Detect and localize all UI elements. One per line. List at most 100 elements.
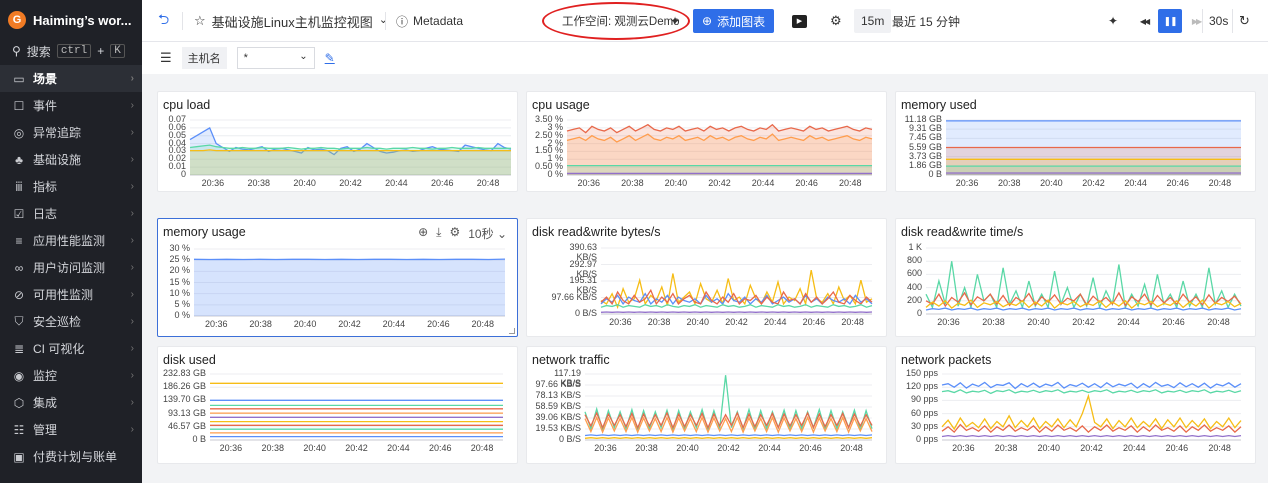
time-pin-icon[interactable]: ✦	[1108, 14, 1119, 28]
chart-plot-area[interactable]	[210, 373, 503, 441]
zoom-icon[interactable]: ⊕	[418, 225, 429, 239]
chart-plot-area[interactable]	[189, 119, 512, 176]
panel-memory-used[interactable]: memory used 11.18 GB 9.31 GB 7.45 GB 5.59 GB…	[895, 91, 1256, 192]
y-tick-label: 10 %	[169, 287, 190, 298]
download-icon[interactable]: ⤓	[436, 225, 442, 239]
panel-disk-rw-time[interactable]: disk read&write time/s 1 K 800 600 400 200 0 20…	[895, 218, 1256, 337]
refresh-interval[interactable]: 30s	[1202, 9, 1228, 33]
pause-button[interactable]: ❚❚	[1158, 9, 1182, 33]
time-range-picker[interactable]: 最近 15 分钟	[892, 14, 961, 29]
settings-icon[interactable]: ⚙	[830, 13, 842, 28]
x-tick-label: 20:46	[1166, 178, 1190, 188]
sidebar-item-log[interactable]: ☑ 日志 ›	[0, 200, 142, 227]
sidebar-item-metric[interactable]: ⅲ 指标 ›	[0, 173, 142, 200]
x-tick-label: 20:40	[686, 317, 710, 327]
chart-plot-area[interactable]	[941, 373, 1242, 441]
x-tick-label: 20:42	[1072, 317, 1095, 327]
chart-plot-area[interactable]	[600, 247, 873, 315]
add-circle-icon: ⊕	[702, 14, 713, 28]
chevron-right-icon: ›	[130, 316, 134, 327]
sidebar-item-settings[interactable]: ☷ 管理 ›	[0, 416, 142, 443]
sidebar-item-billing[interactable]: ▣ 付费计划与账单	[0, 443, 142, 470]
chart-plot-area[interactable]	[925, 247, 1242, 315]
y-tick-label: 0 B	[192, 434, 206, 444]
sidebar-item-target[interactable]: ◎ 异常追踪 ›	[0, 119, 142, 146]
series-line	[566, 123, 873, 134]
interval-select[interactable]: 10秒 ⌄	[468, 227, 507, 241]
x-tick-label: 20:48	[471, 319, 495, 329]
panel-cpu-load[interactable]: cpu load 0.07 0.06 0.05 0.04 0.03 0.02 0.01 0 20:…	[157, 91, 518, 192]
sidebar-item-apm[interactable]: ≡ 应用性能监测 ›	[0, 227, 142, 254]
y-tick-label: 78.13 KB/S	[535, 390, 581, 400]
workspace-label: 工作空间: 观测云Demo	[562, 16, 680, 28]
panel-disk-used[interactable]: disk used 232.83 GB 186.26 GB 139.70 GB 93.1…	[157, 346, 518, 464]
sidebar-item-ci[interactable]: ≣ CI 可视化 ›	[0, 335, 142, 362]
y-tick-label: 0.50 %	[534, 161, 563, 172]
panel-network-packets[interactable]: network packets 150 pps 120 pps 90 pps 60 pp…	[895, 346, 1256, 464]
x-tick-label: 20:40	[1027, 317, 1050, 327]
sidebar-item-integration[interactable]: ⬡ 集成 ›	[0, 389, 142, 416]
x-tick-label: 20:40	[664, 178, 688, 188]
x-tick-label: 20:40	[1037, 443, 1061, 453]
edit-icon[interactable]: ✎	[324, 51, 335, 65]
refresh-icon[interactable]: ↻	[1232, 9, 1250, 33]
infra-icon: ♣	[15, 152, 23, 167]
y-tick-label: 5 %	[174, 298, 190, 309]
sidebar-item-scene[interactable]: ▭ 场景 ›	[0, 65, 142, 92]
chart-plot-area[interactable]	[566, 119, 873, 176]
forward-icon[interactable]: ▶▶	[1191, 16, 1202, 26]
sidebar-item-dial[interactable]: ⊘ 可用性监测 ›	[0, 281, 142, 308]
panel-cpu-usage[interactable]: cpu usage 3.50 % 3 % 2.50 % 2 % 1.50 % 1 % 0.50…	[526, 91, 887, 192]
sidebar-item-label: 场景	[33, 72, 58, 86]
chevron-right-icon: ›	[130, 235, 134, 246]
gear-icon[interactable]: ⚙	[449, 225, 461, 239]
pin-icon[interactable]: ✦	[670, 14, 681, 28]
dashboard-title-dropdown[interactable]: ☆ 基础设施Linux主机监控视图 ⌄	[194, 0, 388, 42]
x-tick-label: 20:48	[470, 443, 494, 453]
chart-plot-area[interactable]	[946, 119, 1241, 176]
panel-disk-rw-bytes[interactable]: disk read&write bytes/s 390.63 KB/S 292.97…	[526, 218, 887, 337]
x-tick-label: 20:48	[838, 178, 862, 188]
x-tick-label: 20:48	[840, 443, 863, 453]
panel-memory-usage[interactable]: memory usage ⊕ ⤓ ⚙ 10秒 ⌄ 30 % 25 % 20 % 15 % 10 %…	[157, 218, 518, 337]
series-line	[584, 434, 873, 437]
log-icon: ☑	[13, 206, 25, 221]
filter-bar: ☰ 主机名 * ⌄ ✎	[142, 42, 1268, 74]
chart-plot-area[interactable]	[584, 373, 873, 441]
panel-network-traffic[interactable]: network traffic 117.19 KB/S 97.66 KB/S 78.1…	[526, 346, 887, 464]
y-tick-label: 30 pps	[910, 420, 938, 431]
y-tick-label: 195.31 KB/S	[569, 275, 597, 295]
metric-icon: ⅲ	[15, 179, 23, 194]
y-tick-label: 15 %	[169, 276, 190, 287]
shortcut-plus: +	[97, 44, 105, 58]
resize-handle[interactable]	[509, 328, 515, 334]
sidebar-item-shield[interactable]: ⛉ 安全巡检 ›	[0, 308, 142, 335]
filter-icon[interactable]: ☰	[160, 50, 172, 65]
metadata-button[interactable]: ⓘ Metadata	[396, 0, 463, 42]
sidebar-item-rum[interactable]: ∞ 用户访问监测 ›	[0, 254, 142, 281]
y-tick-label: 390.63 KB/S	[569, 242, 597, 262]
hostname-select[interactable]: * ⌄	[236, 47, 315, 69]
shortcut-key-k: K	[110, 44, 125, 58]
x-tick-label: 20:36	[952, 443, 975, 453]
time-range-short[interactable]: 15m	[854, 9, 892, 33]
series-line	[584, 375, 873, 433]
x-tick-label: 20:44	[387, 443, 410, 453]
sidebar-item-calendar[interactable]: ☐ 事件 ›	[0, 92, 142, 119]
workspace-switcher[interactable]: G Haiming’s wor...	[0, 0, 142, 40]
sidebar-item-monitor[interactable]: ◉ 监控 ›	[0, 362, 142, 389]
star-icon[interactable]: ☆	[194, 13, 206, 28]
x-tick-label: 20:38	[621, 178, 644, 188]
y-tick-label: 11.18 GB	[904, 114, 942, 124]
present-icon[interactable]: ▶	[792, 14, 807, 28]
x-tick-label: 20:36	[219, 443, 243, 453]
rewind-icon[interactable]: ◀◀	[1139, 16, 1150, 26]
x-tick-label: 20:36	[609, 317, 632, 327]
add-chart-button[interactable]: ⊕ 添加图表	[693, 9, 775, 33]
x-tick-label: 20:42	[1080, 443, 1103, 453]
sidebar-item-infra[interactable]: ♣ 基础设施 ›	[0, 146, 142, 173]
chart-plot-area[interactable]	[193, 248, 506, 317]
sidebar-search[interactable]: ⚲ 搜索 ctrl + K	[0, 40, 142, 62]
series-area	[946, 159, 1241, 175]
back-icon[interactable]: ⮌	[158, 11, 170, 27]
